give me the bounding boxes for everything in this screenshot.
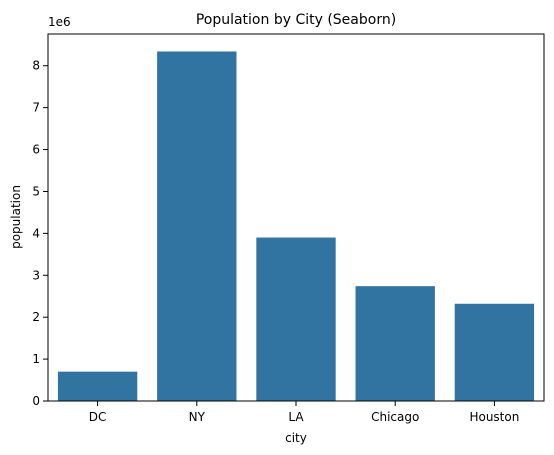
y-axis-offset-label: 1e6: [48, 15, 71, 29]
bar-la: [256, 237, 336, 401]
bar-houston: [454, 303, 535, 401]
ticks-layer: DC NY LA Chicago Houston 0 1 2 3 4 5 6 7 8: [32, 59, 519, 424]
bar-chicago: [355, 286, 435, 401]
y-tick-label: 6: [32, 143, 40, 157]
y-tick-label: 5: [32, 184, 40, 198]
bars-layer: [57, 51, 535, 401]
y-tick-label: 2: [32, 310, 40, 324]
x-axis-label: city: [285, 431, 307, 445]
y-tick-label: 3: [32, 268, 40, 282]
y-tick-label: 1: [32, 352, 40, 366]
plot-frame: [47, 33, 545, 402]
y-tick-label: 8: [32, 59, 40, 73]
x-tick-label: LA: [288, 410, 304, 424]
y-axis-label: population: [9, 185, 23, 249]
bar-dc: [57, 371, 138, 401]
y-tick-label: 7: [32, 101, 40, 115]
y-tick-label: 0: [32, 394, 40, 408]
y-tick-label: 4: [32, 226, 40, 240]
x-tick-label: NY: [189, 410, 206, 424]
chart-title: Population by City (Seaborn): [196, 12, 396, 28]
bar-ny: [157, 51, 237, 401]
x-tick-label: DC: [89, 410, 107, 424]
x-tick-label: Chicago: [371, 410, 419, 424]
x-tick-label: Houston: [469, 410, 519, 424]
